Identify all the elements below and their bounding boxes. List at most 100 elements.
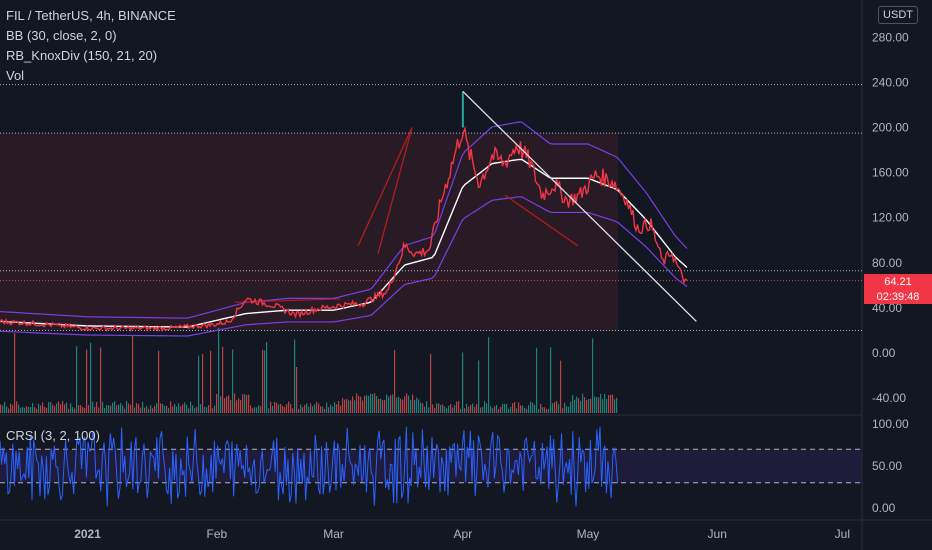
volume-bar [578,398,580,413]
volume-bar [228,395,230,413]
volume-bar [362,400,364,413]
volume-bar [250,405,252,413]
volume-bar [306,403,308,413]
volume-bar [188,408,190,413]
volume-bar [170,401,172,413]
volume-bar [522,405,524,413]
volume-bar [572,395,574,413]
volume-bar [476,404,478,413]
volume-bar [312,406,314,413]
volume-bar [608,395,610,413]
volume-bar [308,406,310,413]
volume-bar [602,399,604,413]
last-price-badge: 64.21 02:39:48 [864,274,932,304]
volume-bar [280,403,282,413]
volume-bar [138,404,140,413]
volume-bar [144,407,146,413]
currency-button[interactable]: USDT [878,6,918,24]
volume-bar [28,407,30,413]
volume-bar [442,404,444,413]
volume-bar [590,398,592,413]
volume-bar [274,402,276,413]
volume-bar [122,405,124,413]
volume-bar [192,405,194,413]
price-tick-label: 0.00 [872,346,896,360]
volume-bar [236,400,238,413]
volume-bar [402,399,404,413]
volume-bar [262,349,264,413]
price-tick-label: 240.00 [872,75,909,89]
volume-bar [582,393,584,413]
volume-bar [496,404,498,413]
volume-bar [304,405,306,413]
price-tick-label: 40.00 [872,301,902,315]
volume-bar [288,401,290,413]
volume-bar [30,407,32,413]
legend-bb[interactable]: BB (30, close, 2, 0) [6,28,117,43]
volume-bar [492,408,494,413]
volume-bar [142,401,144,413]
volume-bar [346,398,348,413]
volume-bar [118,404,120,413]
volume-bar [538,408,540,413]
range-zone [0,133,618,331]
volume-bar [252,408,254,413]
volume-bar [76,346,78,413]
volume-bar [450,404,452,413]
legend-symbol[interactable]: FIL / TetherUS, 4h, BINANCE [6,8,176,23]
volume-bar [396,397,398,413]
volume-bar [570,401,572,413]
crsi-legend[interactable]: CRSI (3, 2, 100) [6,428,100,443]
last-price-value: 64.21 [884,276,912,288]
price-tick-label: 80.00 [872,256,902,270]
volume-bar [260,405,262,413]
volume-bar [530,401,532,413]
volume-bar [554,402,556,413]
volume-bar [348,400,350,413]
volume-bar [526,408,528,413]
volume-bar [400,398,402,413]
divergence-line [377,127,413,254]
volume-bar [398,396,400,413]
volume-bar [322,406,324,413]
volume-bar [404,396,406,413]
volume-bar [330,404,332,413]
volume-bar [548,408,550,413]
volume-bar [524,407,526,413]
volume-bar [148,408,150,413]
price-tick-label: 120.00 [872,211,909,225]
volume-bar [584,397,586,413]
volume-bar [478,360,480,413]
legend-vol[interactable]: Vol [6,68,25,83]
volume-bar [278,404,280,413]
volume-bar [22,407,24,413]
volume-bar [456,401,458,413]
volume-bar [294,339,296,413]
volume-bar [186,404,188,413]
volume-bar [382,400,384,413]
volume-bar [532,402,534,413]
volume-bar [160,403,162,413]
volume-bar [136,403,138,413]
volume-bar [564,402,566,413]
volume-bar [232,349,234,413]
volume-bar [562,408,564,413]
crsi-tick-label: 100.00 [872,417,909,431]
time-tick-label: Jun [708,527,727,541]
volume-bar [418,399,420,413]
volume-bar [498,408,500,413]
volume-bar [284,407,286,413]
legend-knoxdiv[interactable]: RB_KnoxDiv (150, 21, 20) [6,48,158,63]
volume-bar [406,393,408,413]
volume-bar [464,408,466,413]
volume-bar [26,406,28,413]
volume-bar [416,397,418,413]
volume-bar [374,393,376,413]
price-tick-label: 160.00 [872,166,909,180]
volume-bar [166,405,168,413]
time-tick-label: Mar [323,527,344,541]
volume-bar [326,402,328,413]
volume-bar [92,401,94,413]
volume-bar [458,401,460,413]
